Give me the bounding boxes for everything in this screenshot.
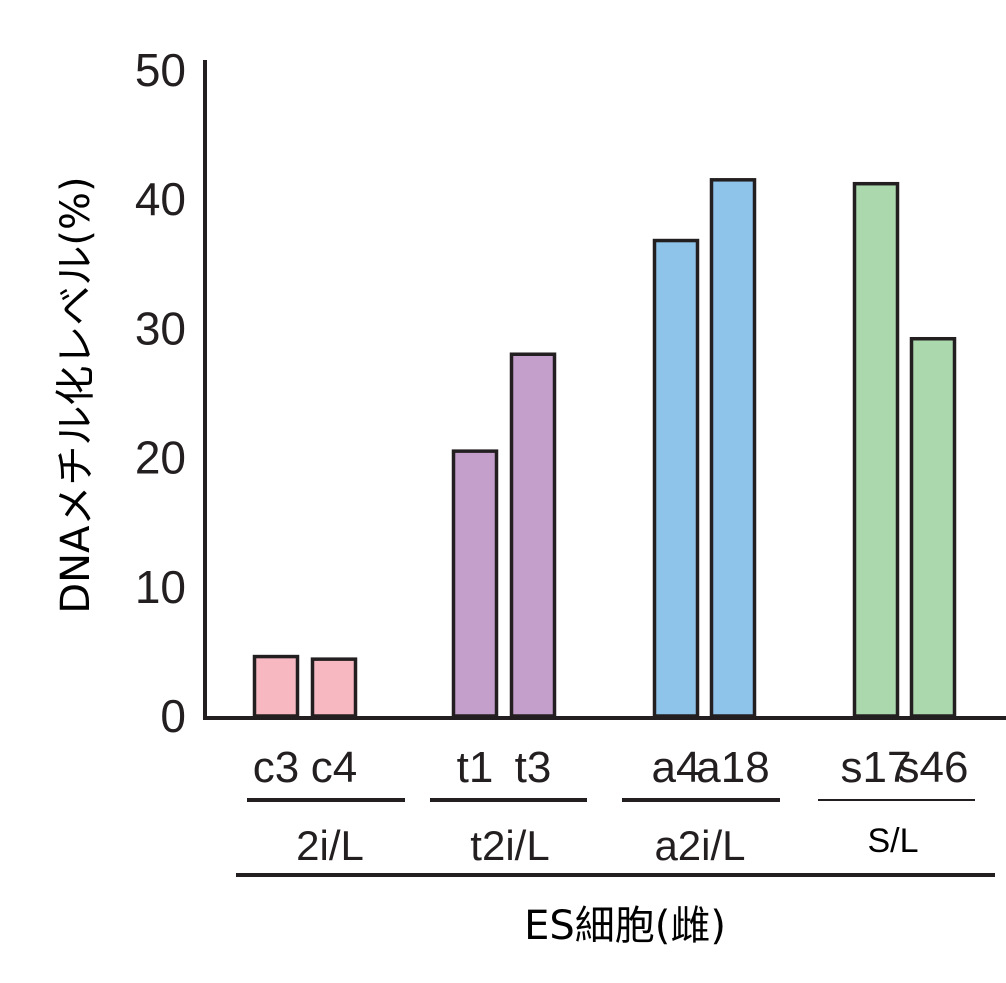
group-label: 2i/L — [296, 822, 364, 869]
bar-t3 — [509, 352, 557, 718]
y-tick-label: 20 — [135, 432, 186, 484]
bar-c4 — [310, 657, 358, 718]
category-label-c3: c3 — [253, 743, 299, 792]
category-label-t1: t1 — [457, 743, 494, 792]
y-tick-label: 40 — [135, 173, 186, 225]
category-label-s17: s17 — [841, 743, 912, 792]
bars — [252, 178, 957, 718]
bar-s46 — [909, 336, 957, 718]
group-brackets: 2i/L t2i/L a2i/L S/L — [247, 798, 975, 869]
bar-t1 — [451, 449, 499, 718]
category-label-a18: a18 — [696, 743, 769, 792]
bar-a18 — [709, 178, 757, 718]
y-tick-label: 10 — [135, 561, 186, 613]
category-label-c4: c4 — [311, 743, 357, 792]
y-tick-label: 50 — [135, 44, 186, 96]
group-label: a2i/L — [654, 822, 745, 869]
y-tick-label: 0 — [160, 690, 186, 742]
y-axis-ticks: 0 10 20 30 40 50 — [135, 44, 186, 742]
group-label: t2i/L — [470, 822, 549, 869]
y-tick-label: 30 — [135, 302, 186, 354]
bar-c3 — [252, 654, 300, 718]
x-axis-title: ES細胞(雌) — [524, 903, 726, 949]
category-label-s46: s46 — [898, 743, 969, 792]
group-label: S/L — [867, 822, 918, 860]
y-axis-title: DNAメチル化レベル(%) — [53, 176, 99, 613]
bar-a4 — [652, 238, 700, 718]
category-label-t3: t3 — [515, 743, 552, 792]
bar-s17 — [852, 181, 900, 718]
category-label-a4: a4 — [652, 743, 701, 792]
